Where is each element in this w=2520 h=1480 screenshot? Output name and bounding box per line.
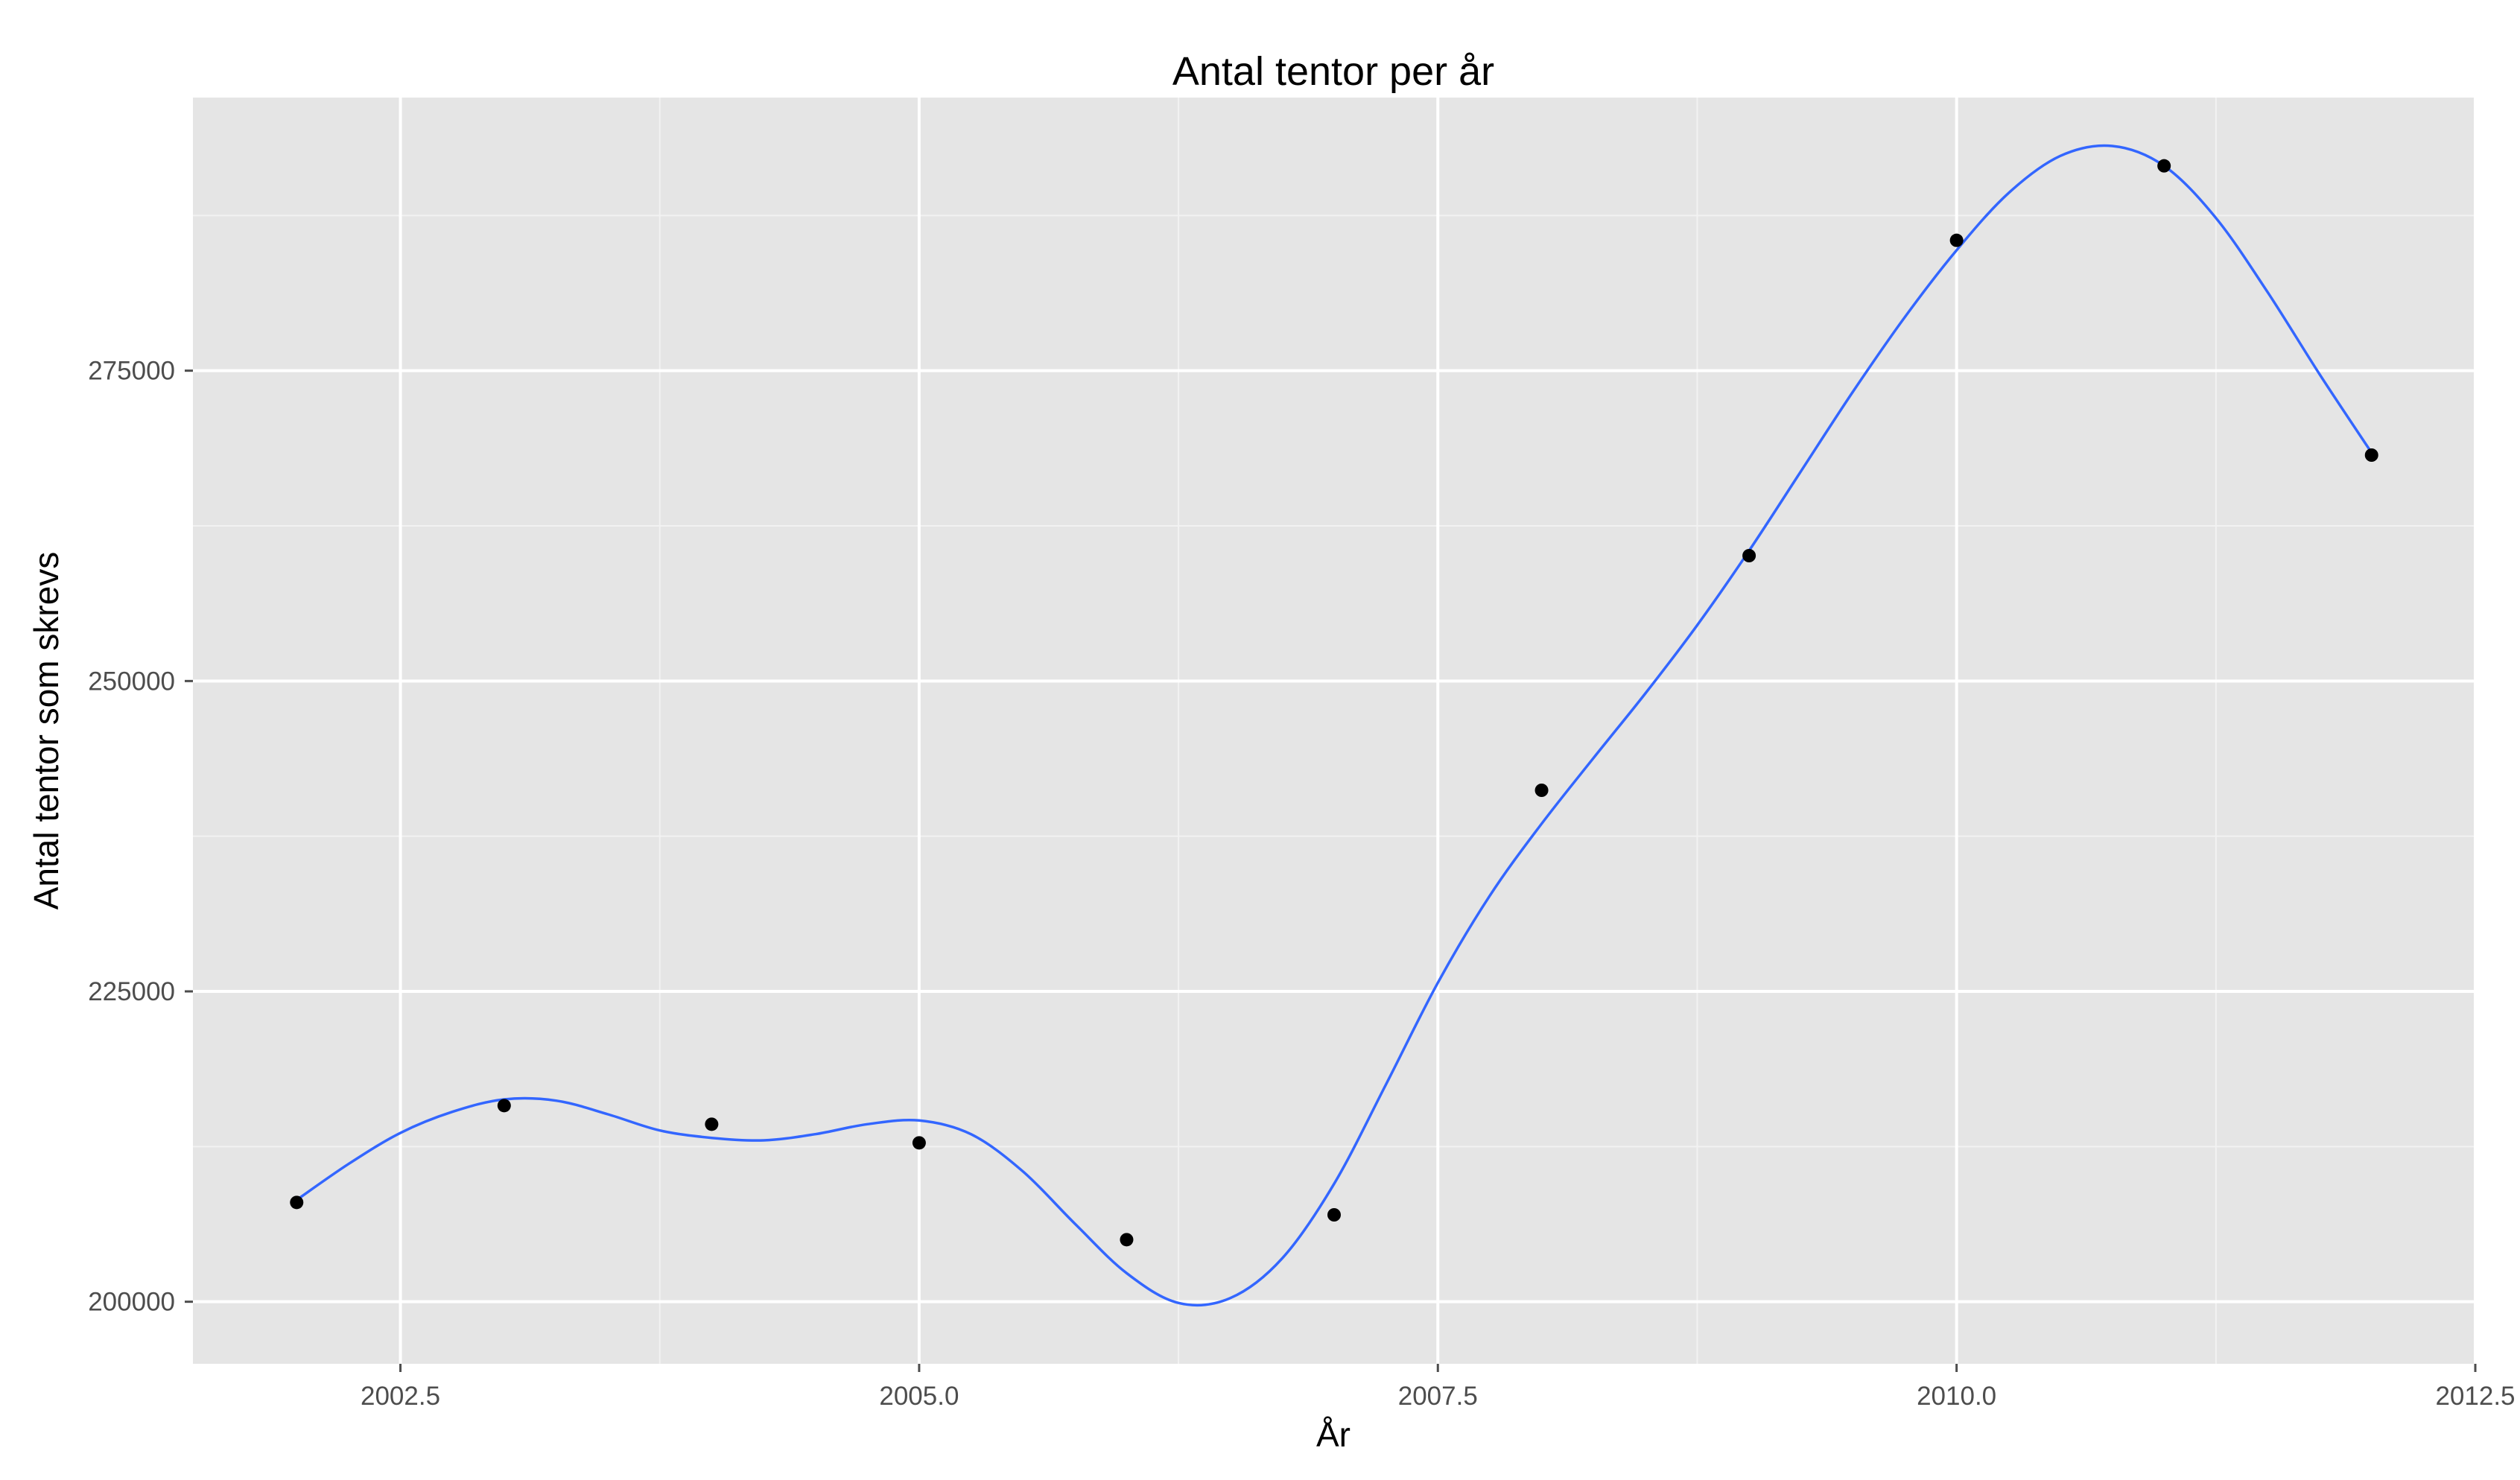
y-tick-label: 275000 <box>88 357 175 386</box>
data-point <box>912 1136 926 1150</box>
y-axis-title: Antal tentor som skrevs <box>27 552 66 910</box>
data-point <box>1120 1233 1134 1247</box>
data-points <box>290 159 2378 1247</box>
y-tick-label: 250000 <box>88 667 175 696</box>
chart-title: Antal tentor per år <box>1172 49 1494 94</box>
x-tick-label: 2002.5 <box>361 1382 440 1411</box>
smooth-line-path <box>296 144 2373 1307</box>
data-point <box>290 1195 304 1210</box>
data-point <box>705 1117 719 1131</box>
major-gridlines <box>193 98 2477 1364</box>
minor-gridlines <box>193 98 2475 1364</box>
x-tick-label: 2012.5 <box>2435 1382 2515 1411</box>
x-tick-label: 2010.0 <box>1917 1382 1996 1411</box>
x-axis-title: År <box>1316 1415 1351 1454</box>
x-tick-label: 2005.0 <box>879 1382 959 1411</box>
data-point <box>497 1099 511 1113</box>
y-axis: 200000 225000 250000 275000 <box>88 357 193 1317</box>
x-tick-label: 2007.5 <box>1398 1382 1478 1411</box>
smooth-trend-line <box>296 144 2373 1307</box>
y-tick-label: 225000 <box>88 977 175 1006</box>
data-point <box>1949 233 1964 247</box>
x-axis: 2002.5 2005.0 2007.5 2010.0 2012.5 <box>361 1364 2516 1411</box>
y-tick-label: 200000 <box>88 1288 175 1317</box>
data-point <box>2364 448 2378 462</box>
data-point <box>1742 549 1756 562</box>
data-point <box>1534 784 1549 797</box>
data-point <box>1327 1208 1341 1222</box>
plot-panel <box>193 98 2475 1364</box>
data-point <box>2157 159 2171 173</box>
